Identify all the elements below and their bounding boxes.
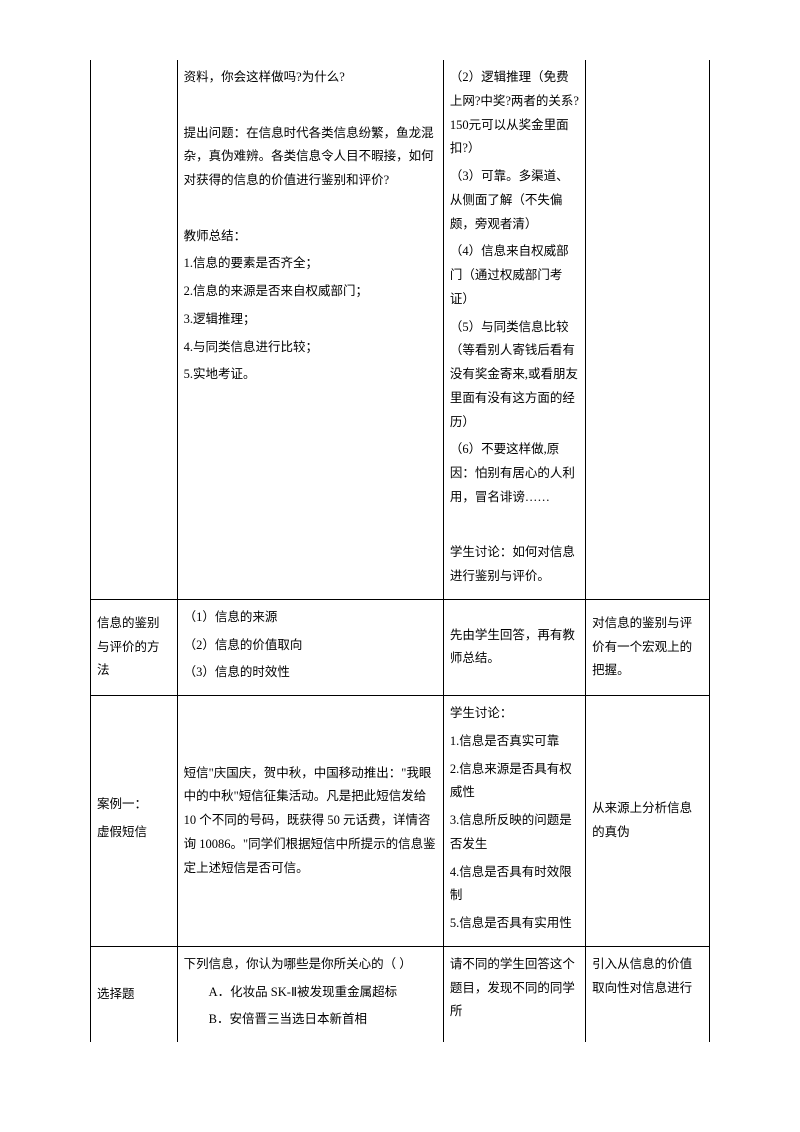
row-title: 案例一： xyxy=(97,793,171,817)
row-subtitle: 虚假短信 xyxy=(97,821,171,845)
text: 请不同的学生回答这个题目，发现不同的同学所 xyxy=(450,957,575,1019)
cell-r1c2: 资料，你会这样做吗?为什么? 提出问题：在信息时代各类信息纷繁，鱼龙混杂，真伪难… xyxy=(177,60,443,599)
list-item: 2.信息来源是否具有权威性 xyxy=(450,758,579,806)
table-row: 选择题 下列信息，你认为哪些是你所关心的（ ） A．化妆品 SK-Ⅱ被发现重金属… xyxy=(91,946,710,1042)
cell-r3c3: 学生讨论： 1.信息是否真实可靠 2.信息来源是否具有权威性 3.信息所反映的问… xyxy=(443,696,585,947)
text: 资料，你会这样做吗?为什么? xyxy=(184,66,437,90)
cell-r1c1 xyxy=(91,60,178,599)
row-title: 信息的鉴别与评价的方法 xyxy=(97,616,160,678)
lesson-plan-table: 资料，你会这样做吗?为什么? 提出问题：在信息时代各类信息纷繁，鱼龙混杂，真伪难… xyxy=(90,60,710,1042)
text: 从来源上分析信息的真伪 xyxy=(592,801,692,839)
text: 对信息的鉴别与评价有一个宏观上的把握。 xyxy=(592,616,692,678)
list-item: 3.信息所反映的问题是否发生 xyxy=(450,809,579,857)
text: 学生讨论： xyxy=(450,702,579,726)
text: 先由学生回答，再有教师总结。 xyxy=(450,628,575,666)
text: 学生讨论：如何对信息进行鉴别与评价。 xyxy=(450,541,579,589)
question-text: 下列信息，你认为哪些是你所关心的（ ） xyxy=(184,953,437,977)
list-item: 5.信息是否具有实用性 xyxy=(450,912,579,936)
table-row: 信息的鉴别与评价的方法 （1）信息的来源 （2）信息的价值取向 （3）信息的时效… xyxy=(91,599,710,695)
table-row: 资料，你会这样做吗?为什么? 提出问题：在信息时代各类信息纷繁，鱼龙混杂，真伪难… xyxy=(91,60,710,599)
list-item: 1.信息是否真实可靠 xyxy=(450,730,579,754)
list-item: （2）信息的价值取向 xyxy=(184,634,437,658)
cell-r3c2: 短信"庆国庆，贺中秋，中国移动推出："我眼中的中秋"短信征集活动。凡是把此短信发… xyxy=(177,696,443,947)
cell-r1c4 xyxy=(586,60,710,599)
text: 提出问题：在信息时代各类信息纷繁，鱼龙混杂，真伪难辨。各类信息令人目不暇接，如何… xyxy=(184,122,437,193)
list-item: 5.实地考证。 xyxy=(184,363,437,387)
text: （4）信息来自权威部门（通过权威部门考证） xyxy=(450,240,579,311)
option-b: B．安倍晋三当选日本新首相 xyxy=(184,1008,437,1032)
cell-r2c1: 信息的鉴别与评价的方法 xyxy=(91,599,178,695)
cell-r1c3: （2）逻辑推理（免费上网?中奖?两者的关系?150元可以从奖金里面扣?） （3）… xyxy=(443,60,585,599)
list-item: （3）信息的时效性 xyxy=(184,661,437,685)
text: 短信"庆国庆，贺中秋，中国移动推出："我眼中的中秋"短信征集活动。凡是把此短信发… xyxy=(184,766,436,875)
text: （3）可靠。多渠道、从侧面了解（不失偏颇，旁观者清） xyxy=(450,165,579,236)
cell-r4c2: 下列信息，你认为哪些是你所关心的（ ） A．化妆品 SK-Ⅱ被发现重金属超标 B… xyxy=(177,946,443,1042)
cell-r2c2: （1）信息的来源 （2）信息的价值取向 （3）信息的时效性 xyxy=(177,599,443,695)
cell-r4c3: 请不同的学生回答这个题目，发现不同的同学所 xyxy=(443,946,585,1042)
text: （5）与同类信息比较（等看别人寄钱后看有没有奖金寄来,或看朋友里面有没有这方面的… xyxy=(450,316,579,435)
cell-r3c1: 案例一： 虚假短信 xyxy=(91,696,178,947)
list-item: 4.与同类信息进行比较； xyxy=(184,336,437,360)
text: （2）逻辑推理（免费上网?中奖?两者的关系?150元可以从奖金里面扣?） xyxy=(450,66,579,161)
list-item: 2.信息的来源是否来自权威部门； xyxy=(184,280,437,304)
text: 引入从信息的价值取向性对信息进行 xyxy=(592,957,692,995)
list-item: 3.逻辑推理； xyxy=(184,308,437,332)
text: （6）不要这样做,原因：怕别有居心的人利用，冒名诽谤…… xyxy=(450,438,579,509)
row-title: 选择题 xyxy=(97,987,135,1001)
cell-r2c4: 对信息的鉴别与评价有一个宏观上的把握。 xyxy=(586,599,710,695)
list-item: （1）信息的来源 xyxy=(184,606,437,630)
text: 教师总结： xyxy=(184,225,437,249)
cell-r4c4: 引入从信息的价值取向性对信息进行 xyxy=(586,946,710,1042)
cell-r4c1: 选择题 xyxy=(91,946,178,1042)
list-item: 1.信息的要素是否齐全； xyxy=(184,252,437,276)
option-a: A．化妆品 SK-Ⅱ被发现重金属超标 xyxy=(184,981,437,1005)
list-item: 4.信息是否具有时效限制 xyxy=(450,861,579,909)
cell-r2c3: 先由学生回答，再有教师总结。 xyxy=(443,599,585,695)
cell-r3c4: 从来源上分析信息的真伪 xyxy=(586,696,710,947)
table-row: 案例一： 虚假短信 短信"庆国庆，贺中秋，中国移动推出："我眼中的中秋"短信征集… xyxy=(91,696,710,947)
